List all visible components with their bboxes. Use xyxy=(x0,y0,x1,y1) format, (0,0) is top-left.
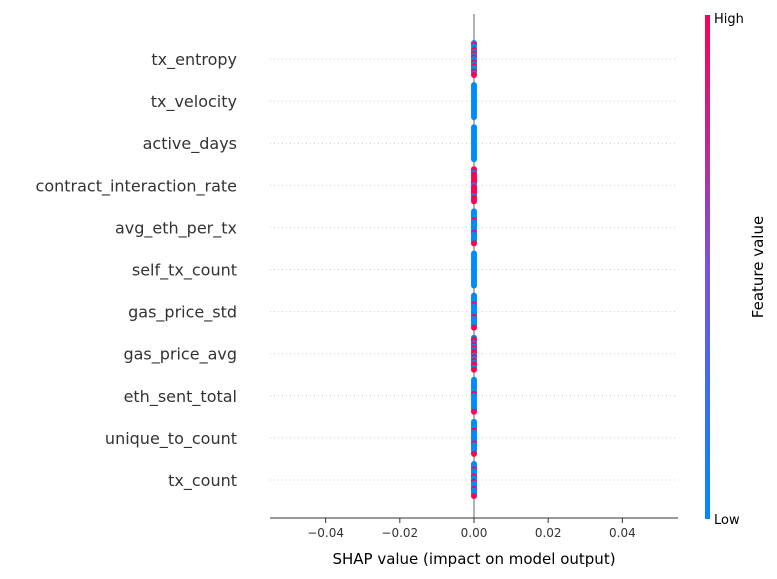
shap-point xyxy=(471,366,477,373)
shap-point xyxy=(471,282,477,289)
x-axis-label: SHAP value (impact on model output) xyxy=(332,550,615,568)
colorbar-high-label: High xyxy=(714,12,744,27)
feature-label: tx_entropy xyxy=(151,50,237,70)
shap-point xyxy=(471,72,477,78)
colorbar-gradient xyxy=(705,15,710,519)
shap-point xyxy=(471,450,477,457)
x-tick-label: −0.04 xyxy=(307,526,344,540)
feature-label: avg_eth_per_tx xyxy=(115,218,237,238)
x-tick-label: 0.04 xyxy=(609,526,636,540)
x-axis: −0.04 −0.02 0.00 0.02 0.04 SHAP value (impac… xyxy=(270,517,678,568)
feature-label: unique_to_count xyxy=(105,429,237,449)
shap-point xyxy=(471,324,477,331)
feature-label: eth_sent_total xyxy=(124,387,237,407)
shap-point xyxy=(471,156,477,163)
x-tick-label: −0.02 xyxy=(381,526,418,540)
feature-label: tx_count xyxy=(168,471,237,491)
feature-labels: tx_entropy tx_velocity active_days contract… xyxy=(36,50,237,491)
plot-area: tx_entropy tx_velocity active_days contract… xyxy=(36,14,678,518)
shap-point xyxy=(471,408,477,415)
x-tick-label: 0.00 xyxy=(461,526,488,540)
shap-point xyxy=(471,493,477,499)
shap-point xyxy=(471,240,477,247)
x-ticks: −0.04 −0.02 0.00 0.02 0.04 xyxy=(307,518,636,540)
feature-label: contract_interaction_rate xyxy=(36,176,237,196)
feature-label: active_days xyxy=(143,134,237,154)
colorbar: High Low Feature value xyxy=(705,12,767,528)
colorbar-title: Feature value xyxy=(749,216,767,318)
feature-label: self_tx_count xyxy=(132,261,237,281)
feature-label: gas_price_std xyxy=(128,303,237,323)
shap-point xyxy=(471,114,477,121)
x-tick-label: 0.02 xyxy=(535,526,562,540)
shap-point xyxy=(471,198,477,205)
feature-label: tx_velocity xyxy=(151,92,237,112)
colorbar-low-label: Low xyxy=(714,513,740,528)
shap-points xyxy=(471,40,477,499)
feature-label: gas_price_avg xyxy=(123,345,237,365)
